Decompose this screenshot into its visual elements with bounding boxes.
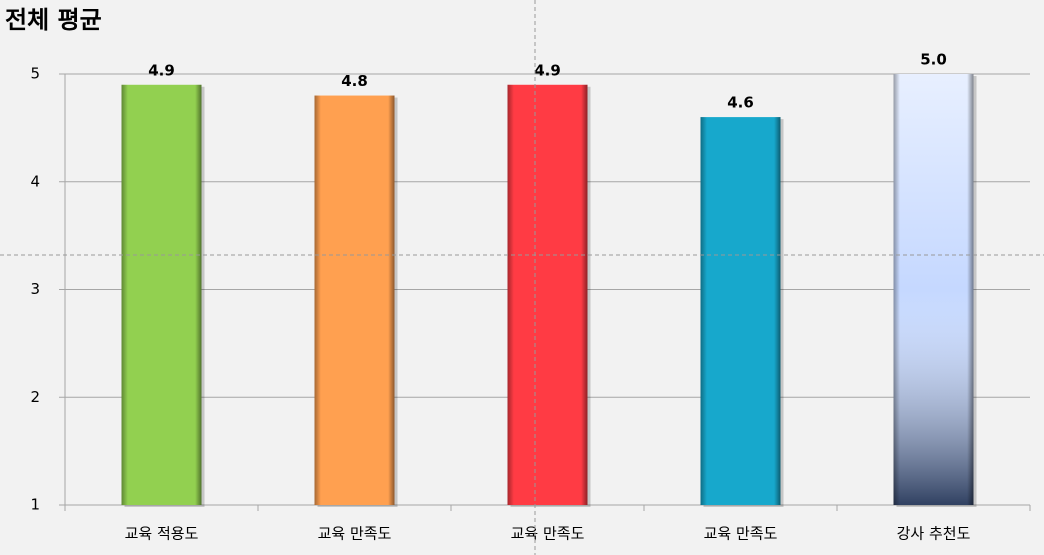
x-tick-label: 교육 만족도 bbox=[704, 525, 778, 543]
value-label: 4.9 bbox=[148, 61, 175, 79]
value-label: 5.0 bbox=[920, 51, 947, 69]
value-label: 4.8 bbox=[341, 72, 368, 90]
x-tick-label: 교육 만족도 bbox=[318, 525, 392, 543]
plot-area: 1 2 3 4 5 교육 적용도 4.9 교육 만족도 4.8 교육 만족도 4.9 교육 만족도 4.… bbox=[30, 51, 1031, 543]
y-tick-label: 3 bbox=[30, 280, 40, 298]
value-label: 4.6 bbox=[727, 94, 754, 112]
y-tick-label: 1 bbox=[30, 496, 40, 514]
bar-shade bbox=[507, 84, 588, 506]
y-tick-label: 2 bbox=[30, 388, 40, 406]
bar-shade bbox=[121, 84, 202, 506]
value-label: 4.9 bbox=[534, 61, 561, 79]
x-tick-label: 교육 적용도 bbox=[125, 525, 199, 543]
x-tick-label: 강사 추천도 bbox=[897, 525, 971, 543]
bar-shade bbox=[314, 95, 395, 506]
bar-shade bbox=[893, 74, 974, 505]
y-tick-label: 5 bbox=[30, 65, 40, 83]
chart-title: 전체 평균 bbox=[5, 6, 102, 34]
x-tick-label: 교육 만족도 bbox=[511, 525, 585, 543]
bar-shade bbox=[700, 117, 781, 505]
y-tick-label: 4 bbox=[30, 172, 40, 190]
